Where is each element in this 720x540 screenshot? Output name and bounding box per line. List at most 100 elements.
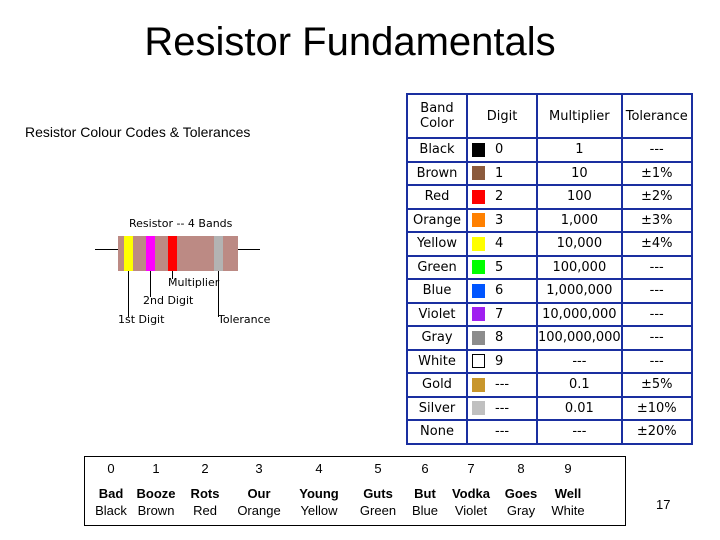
mnemonic-color: Blue bbox=[411, 503, 439, 518]
right-lead bbox=[238, 249, 260, 250]
tolerance-cell: ±2% bbox=[620, 184, 693, 210]
mnemonic-digit: 4 bbox=[315, 461, 323, 476]
slide-title: Resistor Fundamentals bbox=[144, 20, 556, 64]
table-row: Brown 1 10 ±1% bbox=[406, 160, 693, 186]
mnemonic-word: Young bbox=[299, 486, 339, 501]
mnemonic-word: Well bbox=[554, 486, 582, 501]
tolerance-cell: ±1% bbox=[620, 160, 693, 186]
color-swatch bbox=[472, 166, 485, 181]
digit-cell: 8 bbox=[466, 325, 538, 351]
multiplier-cell: 10,000,000 bbox=[536, 301, 623, 327]
color-name-cell: Blue bbox=[406, 278, 468, 304]
mnemonic-word: Vodka bbox=[451, 486, 491, 501]
pointer-tolerance bbox=[218, 271, 219, 317]
pointer-second-digit bbox=[150, 271, 151, 297]
band-3 bbox=[168, 236, 177, 271]
tolerance-cell: --- bbox=[620, 278, 693, 304]
color-swatch bbox=[472, 425, 485, 439]
digit-cell: --- bbox=[466, 395, 538, 421]
multiplier-cell: 0.01 bbox=[536, 395, 623, 421]
color-swatch bbox=[472, 213, 485, 228]
multiplier-cell: 0.1 bbox=[536, 372, 623, 398]
color-swatch bbox=[472, 401, 485, 416]
tolerance-cell: ±5% bbox=[620, 372, 693, 398]
band-1 bbox=[124, 236, 133, 271]
mnemonic-box: 0 1 2 3 4 5 6 7 8 9 Bad Booze Rots Our Young Guts But Vo… bbox=[84, 456, 626, 526]
resistor-diagram: Resistor -- 4 Bands Multiplier 2nd Digit… bbox=[90, 212, 290, 332]
digit-cell: 9 bbox=[466, 348, 538, 374]
color-name-cell: Green bbox=[406, 254, 468, 280]
tolerance-cell: ±4% bbox=[620, 231, 693, 257]
color-swatch bbox=[472, 142, 485, 157]
pointer-first-digit bbox=[128, 271, 129, 317]
digit-value: 1 bbox=[495, 165, 504, 181]
table-row: Orange 3 1,000 ±3% bbox=[406, 207, 693, 233]
digit-cell: 3 bbox=[466, 207, 538, 233]
color-name-cell: Gold bbox=[406, 372, 468, 398]
label-first-digit: 1st Digit bbox=[118, 313, 165, 326]
multiplier-cell: 1,000,000 bbox=[536, 278, 623, 304]
band-2 bbox=[146, 236, 155, 271]
mnemonic-digit: 7 bbox=[467, 461, 475, 476]
resistor-body bbox=[118, 236, 238, 271]
table-row: Yellow 4 10,000 ±4% bbox=[406, 231, 693, 257]
digit-cell: --- bbox=[466, 372, 538, 398]
color-name-cell: Violet bbox=[406, 301, 468, 327]
digit-value: 9 bbox=[495, 353, 504, 369]
mnemonic-word: Rots bbox=[190, 486, 220, 501]
mnemonic-color: Violet bbox=[454, 503, 488, 518]
multiplier-cell: 1 bbox=[536, 137, 623, 163]
table-header-row: Band Color Digit Multiplier Tolerance bbox=[406, 93, 693, 139]
mnemonic-color: Black bbox=[95, 503, 127, 518]
table-row: Green 5 100,000 --- bbox=[406, 254, 693, 280]
multiplier-cell: --- bbox=[536, 419, 623, 445]
multiplier-cell: 100 bbox=[536, 184, 623, 210]
table-row: Silver --- 0.01 ±10% bbox=[406, 395, 693, 421]
tolerance-cell: ±20% bbox=[620, 419, 693, 445]
color-swatch bbox=[472, 354, 485, 369]
digit-value: 4 bbox=[495, 236, 504, 252]
mnemonic-color: White bbox=[551, 503, 585, 518]
header-multiplier: Multiplier bbox=[536, 93, 623, 139]
color-swatch bbox=[472, 330, 485, 345]
digit-value: 3 bbox=[495, 212, 504, 228]
header-tolerance: Tolerance bbox=[620, 93, 693, 139]
mnemonic-digit: 2 bbox=[201, 461, 209, 476]
multiplier-cell: 100,000 bbox=[536, 254, 623, 280]
digit-cell: 0 bbox=[466, 137, 538, 163]
mnemonic-word: Our bbox=[247, 486, 271, 501]
mnemonic-digit: 0 bbox=[107, 461, 115, 476]
mnemonic-word: But bbox=[414, 486, 436, 501]
color-swatch bbox=[472, 189, 485, 204]
digit-value: --- bbox=[495, 400, 510, 416]
mnemonic-word: Guts bbox=[363, 486, 393, 501]
multiplier-cell: 100,000,000 bbox=[536, 325, 623, 351]
tolerance-cell: ±10% bbox=[620, 395, 693, 421]
color-name-cell: Brown bbox=[406, 160, 468, 186]
table-row: White 9 --- --- bbox=[406, 348, 693, 374]
mnemonic-word: Booze bbox=[136, 486, 176, 501]
digit-value: 5 bbox=[495, 259, 504, 275]
digit-cell: --- bbox=[466, 419, 538, 445]
slide-subtitle: Resistor Colour Codes & Tolerances bbox=[25, 124, 251, 140]
mnemonic-digit: 5 bbox=[374, 461, 382, 476]
color-name-cell: Yellow bbox=[406, 231, 468, 257]
mnemonic-color: Yellow bbox=[300, 503, 338, 518]
header-band-color: Band Color bbox=[406, 93, 468, 139]
table-row: Black 0 1 --- bbox=[406, 137, 693, 163]
tolerance-cell: ±3% bbox=[620, 207, 693, 233]
color-name-cell: None bbox=[406, 419, 468, 445]
mnemonic-digit: 9 bbox=[564, 461, 572, 476]
digit-value: 8 bbox=[495, 330, 504, 346]
color-name-cell: White bbox=[406, 348, 468, 374]
tolerance-cell: --- bbox=[620, 348, 693, 374]
multiplier-cell: 10 bbox=[536, 160, 623, 186]
digit-value: 7 bbox=[495, 306, 504, 322]
mnemonic-digit: 8 bbox=[517, 461, 525, 476]
mnemonic-color: Green bbox=[359, 503, 397, 518]
mnemonic-digit: 6 bbox=[421, 461, 429, 476]
multiplier-cell: 1,000 bbox=[536, 207, 623, 233]
tolerance-cell: --- bbox=[620, 301, 693, 327]
mnemonic-word: Bad bbox=[98, 486, 124, 501]
color-name-cell: Black bbox=[406, 137, 468, 163]
